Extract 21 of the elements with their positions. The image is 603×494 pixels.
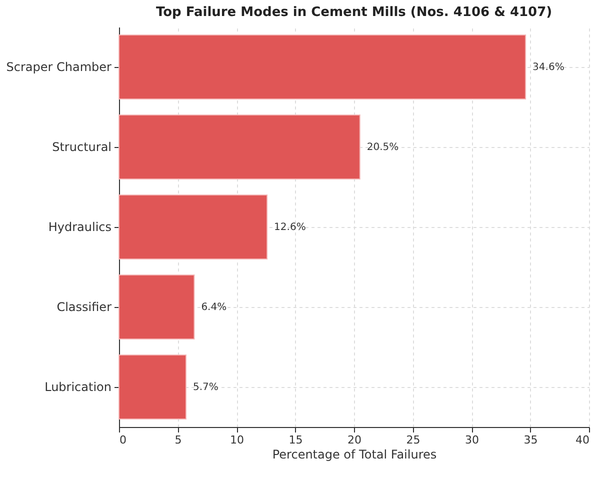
x-tick-label: 35 (524, 434, 538, 446)
x-tick-label: 40 (576, 434, 590, 446)
x-axis-title: Percentage of Total Failures (272, 448, 437, 462)
chart-title: Top Failure Modes in Cement Mills (Nos. 4106 & 4107) (156, 5, 552, 20)
y-tick-label: Structural (52, 140, 112, 154)
data-label: 5.7% (192, 382, 218, 393)
data-label: 12.6% (274, 222, 306, 233)
x-tick-label: 15 (288, 434, 303, 446)
y-tick-label: Scraper Chamber (6, 60, 112, 74)
y-tick-label: Hydraulics (48, 220, 112, 234)
x-tick-label: 20 (348, 434, 362, 446)
x-tick-label: 5 (174, 434, 182, 446)
data-label: 20.5% (366, 142, 399, 153)
data-label: 34.6% (532, 62, 564, 73)
x-tick-label: 25 (406, 434, 420, 446)
x-tick-label: 30 (465, 434, 479, 446)
y-tick-label: Classifier (56, 300, 112, 314)
x-tick-label: 0 (120, 434, 126, 446)
data-label: 6.4% (201, 302, 227, 313)
x-tick-label: 10 (230, 434, 244, 446)
y-tick-label: Lubrication (44, 380, 112, 394)
